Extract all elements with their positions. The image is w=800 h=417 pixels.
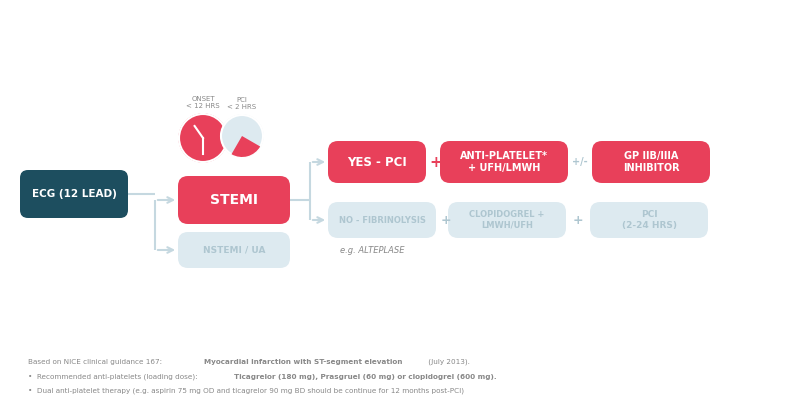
- Text: +: +: [441, 214, 451, 226]
- FancyBboxPatch shape: [328, 202, 436, 238]
- Text: NO - FIBRINOLYSIS: NO - FIBRINOLYSIS: [338, 216, 426, 224]
- Text: PCI
(2-24 HRS): PCI (2-24 HRS): [622, 210, 677, 230]
- Text: STEMI: STEMI: [210, 193, 258, 207]
- Text: •  Dual anti-platelet therapy (e.g. aspirin 75 mg OD and ticagrelor 90 mg BD sho: • Dual anti-platelet therapy (e.g. aspir…: [28, 388, 464, 394]
- Text: ECG (12 LEAD): ECG (12 LEAD): [31, 189, 117, 199]
- Text: CLOPIDOGREL +
LMWH/UFH: CLOPIDOGREL + LMWH/UFH: [470, 210, 545, 230]
- Text: e.g. ALTEPLASE: e.g. ALTEPLASE: [340, 246, 404, 254]
- Text: •  Recommended anti-platelets (loading dose):: • Recommended anti-platelets (loading do…: [28, 374, 200, 380]
- Text: +: +: [573, 214, 583, 226]
- Text: (July 2013).: (July 2013).: [426, 359, 470, 365]
- FancyBboxPatch shape: [440, 141, 568, 183]
- Text: GP IIB/IIIA
INHIBITOR: GP IIB/IIIA INHIBITOR: [622, 151, 679, 173]
- Text: Myocardial infarction with ST-segment elevation: Myocardial infarction with ST-segment el…: [204, 359, 402, 365]
- FancyBboxPatch shape: [178, 176, 290, 224]
- FancyBboxPatch shape: [178, 232, 290, 268]
- Text: Based on NICE clinical guidance 167:: Based on NICE clinical guidance 167:: [28, 359, 164, 365]
- Text: ONSET
< 12 HRS: ONSET < 12 HRS: [186, 95, 220, 108]
- Text: PCI
< 2 HRS: PCI < 2 HRS: [227, 96, 257, 110]
- FancyBboxPatch shape: [590, 202, 708, 238]
- Text: Ticagrelor (180 mg), Prasgruel (60 mg) or clopidogrel (600 mg).: Ticagrelor (180 mg), Prasgruel (60 mg) o…: [234, 374, 497, 380]
- Text: YES - PCI: YES - PCI: [347, 156, 407, 168]
- Text: NSTEMI / UA: NSTEMI / UA: [202, 246, 266, 254]
- Circle shape: [179, 114, 227, 162]
- FancyBboxPatch shape: [448, 202, 566, 238]
- FancyBboxPatch shape: [592, 141, 710, 183]
- Circle shape: [221, 115, 263, 157]
- Text: ANTI-PLATELET*
+ UFH/LMWH: ANTI-PLATELET* + UFH/LMWH: [460, 151, 548, 173]
- Wedge shape: [231, 136, 260, 157]
- FancyBboxPatch shape: [20, 170, 128, 218]
- FancyBboxPatch shape: [328, 141, 426, 183]
- Text: +/-: +/-: [572, 157, 588, 167]
- Text: +: +: [430, 155, 442, 169]
